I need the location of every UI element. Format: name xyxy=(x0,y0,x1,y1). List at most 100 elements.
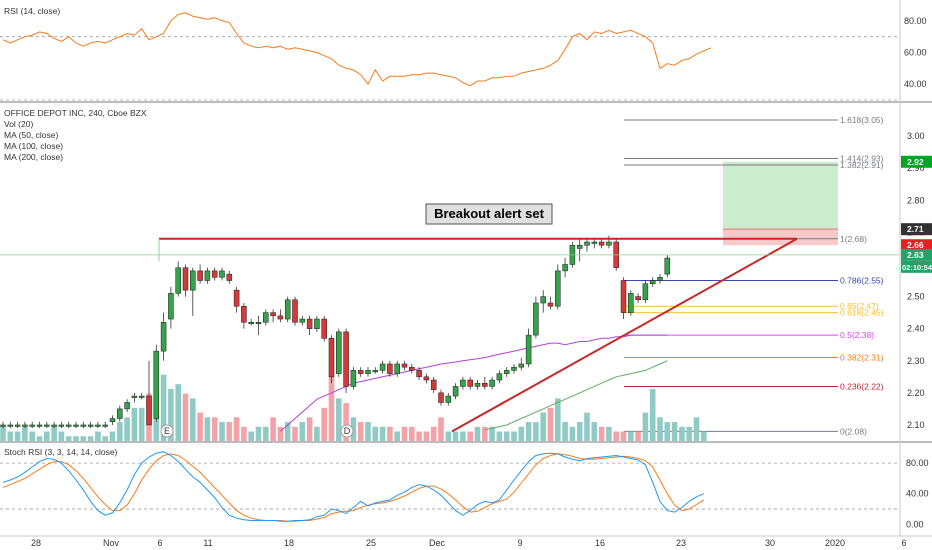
annotation-text: Breakout alert set xyxy=(434,206,544,221)
candle-body xyxy=(657,277,663,281)
candle-body xyxy=(109,418,116,422)
candle-body xyxy=(314,318,320,329)
volume-bar xyxy=(36,436,43,441)
volume-bar xyxy=(65,436,72,441)
trendlines xyxy=(0,237,900,433)
candle-body xyxy=(562,264,568,272)
volume-bar xyxy=(467,431,473,441)
volume-bar xyxy=(562,422,568,441)
time-tick-label: Nov xyxy=(103,538,120,548)
price-tick-label: 2.20 xyxy=(907,388,925,398)
candle-body xyxy=(80,424,87,427)
volume-bar xyxy=(671,422,678,441)
volume-bar xyxy=(365,422,371,441)
time-tick-label: 2020 xyxy=(825,538,845,548)
volume-bar xyxy=(336,398,342,441)
candle-body xyxy=(22,424,28,427)
candle-body xyxy=(357,370,364,374)
stoch-rsi-pane: Stoch RSI (3, 3, 14, 14, close) 80.00 40.… xyxy=(0,447,929,529)
volume-bar xyxy=(628,431,634,441)
candle-body xyxy=(146,395,152,426)
candle-body xyxy=(0,424,6,427)
candle-body xyxy=(299,318,306,323)
stop-zone xyxy=(723,229,838,246)
event-marker xyxy=(340,424,354,438)
volume-bars xyxy=(0,351,707,441)
price-tag-label: 2.92 xyxy=(907,157,924,167)
volume-bar xyxy=(190,398,196,441)
rsi-axis: 80.00 60.00 40.00 xyxy=(904,16,927,89)
candle-body xyxy=(233,289,240,307)
candle-body xyxy=(423,376,430,381)
volume-bar xyxy=(204,417,211,441)
candle-body xyxy=(29,424,35,427)
stoch-title: Stoch RSI (3, 3, 14, 14, close) xyxy=(4,447,118,457)
candle-body xyxy=(36,424,43,427)
breakout-annotation[interactable]: Breakout alert set xyxy=(425,203,553,225)
volume-bar xyxy=(423,431,430,441)
candle-body xyxy=(576,244,583,249)
candle-body xyxy=(204,270,211,281)
stoch-tick-label: 40.00 xyxy=(906,489,929,499)
price-tag-label: 2.66 xyxy=(907,240,924,250)
volume-bar xyxy=(255,426,262,441)
volume-bar xyxy=(29,431,35,441)
volume-bar xyxy=(409,426,415,441)
candle-body xyxy=(270,312,276,317)
volume-bar xyxy=(525,422,532,441)
volume-bar xyxy=(241,426,247,441)
volume-bar xyxy=(584,412,590,441)
time-axis: 28 Nov 6 11 18 25 Dec 9 16 23 30 2020 6 xyxy=(31,538,907,548)
volume-bar xyxy=(701,431,707,441)
price-tag xyxy=(901,239,932,252)
volume-bar xyxy=(518,426,525,441)
fib-level-label: 0.5(2.38) xyxy=(840,330,874,340)
ma100-line xyxy=(484,360,668,431)
volume-bar xyxy=(555,398,561,441)
candle-body xyxy=(664,257,671,275)
candle-body xyxy=(460,379,466,387)
candle-body xyxy=(292,299,298,323)
price-chart-title: OFFICE DEPOT INC, 240, Cboe BZX xyxy=(4,108,147,118)
price-tag-label: 2.63 xyxy=(907,250,924,260)
volume-bar xyxy=(394,431,400,441)
volume-bar xyxy=(598,426,605,441)
ma50-line xyxy=(280,334,668,432)
candle-body xyxy=(190,270,196,291)
candle-body xyxy=(7,424,14,427)
candle-body xyxy=(430,379,437,390)
candle-body xyxy=(606,241,612,246)
volume-bar xyxy=(7,431,14,441)
volume-bar xyxy=(489,426,495,441)
volume-bar xyxy=(270,417,276,441)
candle-body xyxy=(343,331,349,387)
price-tick-label: 2.10 xyxy=(907,420,925,430)
candle-body xyxy=(452,386,459,397)
price-tick-label: 2.50 xyxy=(907,292,925,302)
volume-bar xyxy=(620,431,627,441)
candle-body xyxy=(525,334,532,365)
volume-bar xyxy=(263,426,269,441)
price-tick-label: 2.30 xyxy=(907,356,925,366)
volume-bar xyxy=(131,407,138,441)
candle-body xyxy=(14,424,21,427)
candle-body xyxy=(628,293,634,313)
stoch-grid xyxy=(0,462,900,510)
candle-body xyxy=(336,331,342,374)
candle-body xyxy=(138,395,145,398)
volume-bar xyxy=(175,384,181,441)
price-axis: 2.102.202.302.402.502.602.702.802.903.00 xyxy=(907,131,925,430)
volume-bar xyxy=(679,426,685,441)
time-tick-label: 25 xyxy=(366,538,376,548)
volume-bar xyxy=(102,436,108,441)
volume-bar xyxy=(277,426,284,441)
candle-body xyxy=(649,280,656,284)
price-tick-label: 2.80 xyxy=(907,195,925,205)
fib-level-label: 0.786(2.55) xyxy=(840,276,884,286)
volume-bar xyxy=(387,426,393,441)
volume-bar xyxy=(211,417,218,441)
stoch-tick-label: 0.00 xyxy=(906,519,924,529)
event-marker xyxy=(160,424,174,438)
price-tag-label: 2.71 xyxy=(907,224,924,234)
volume-bar xyxy=(248,431,254,441)
